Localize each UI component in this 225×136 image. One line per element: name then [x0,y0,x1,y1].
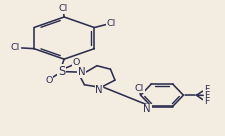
Text: O: O [72,58,79,67]
Text: Cl: Cl [58,4,68,13]
Text: F: F [204,98,209,106]
Text: N: N [95,85,103,95]
Text: F: F [204,85,209,94]
Text: N: N [78,67,86,77]
Text: Cl: Cl [107,19,116,28]
Text: Cl: Cl [11,43,20,52]
Text: F: F [205,91,210,100]
Text: S: S [58,65,65,78]
Text: O: O [45,76,52,85]
Text: N: N [144,104,151,114]
Text: Cl: Cl [135,84,144,93]
